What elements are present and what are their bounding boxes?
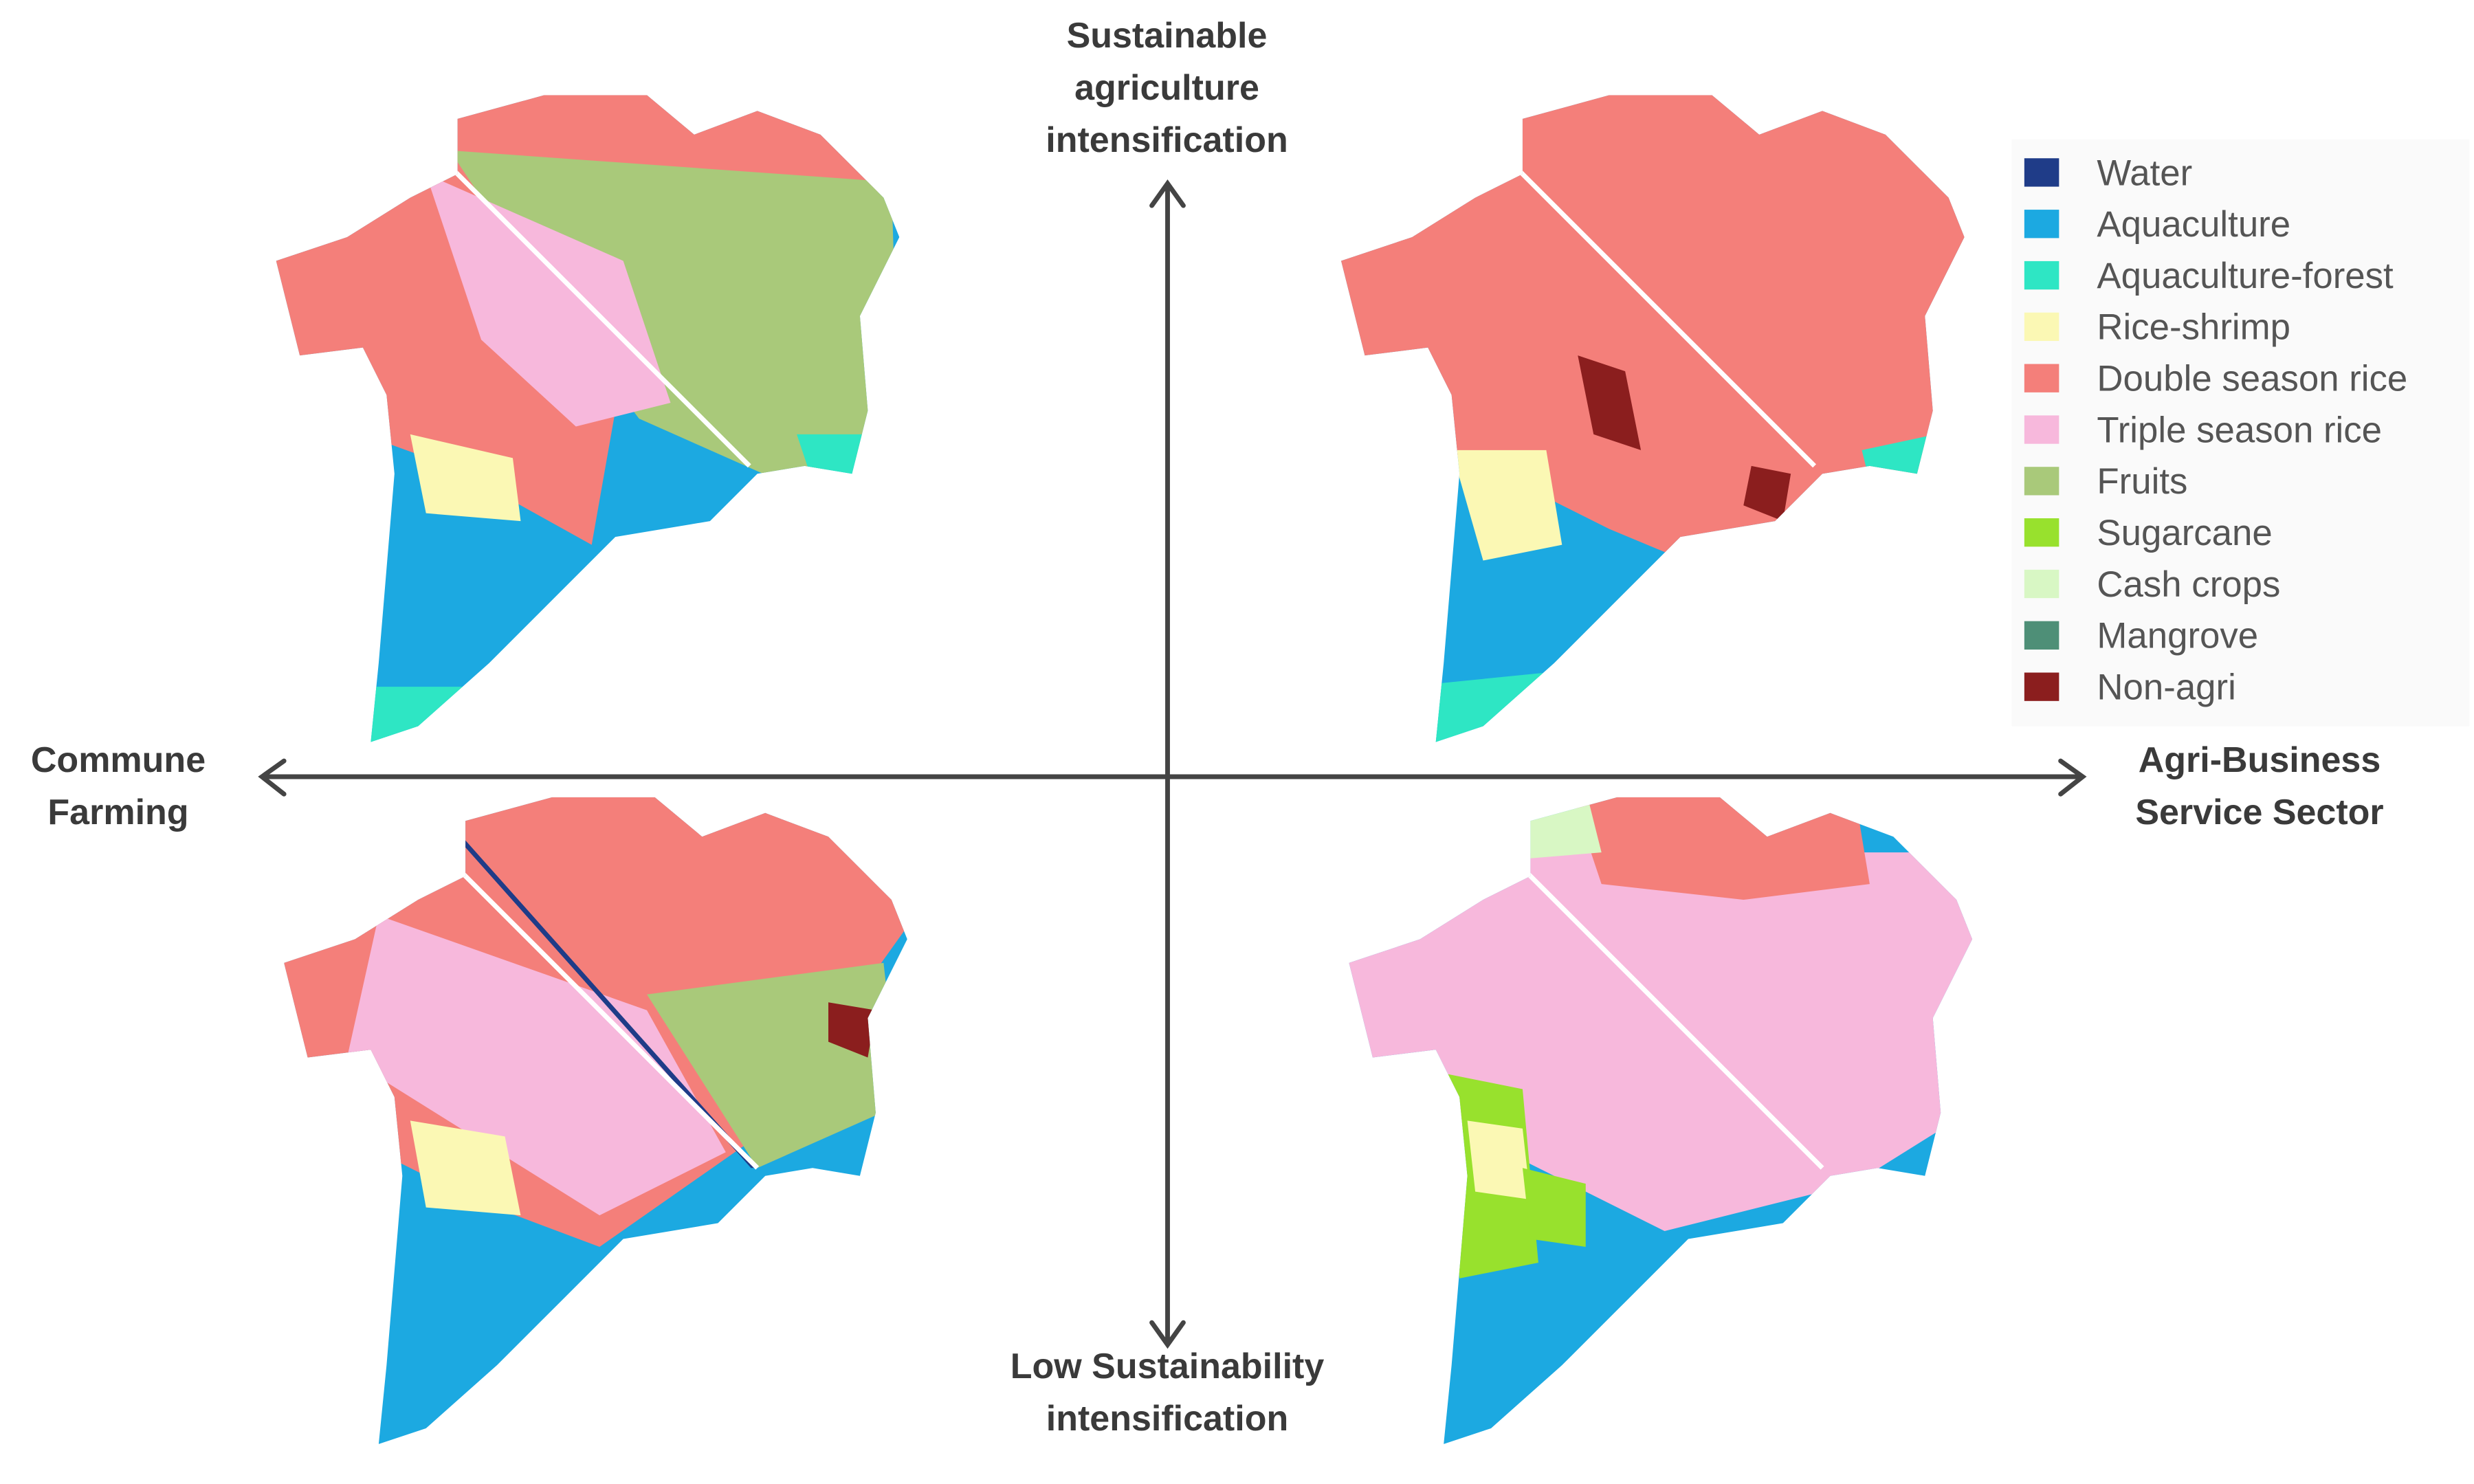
axes: [258, 179, 2087, 1349]
river: [448, 164, 751, 468]
legend-label: Mangrove: [2097, 616, 2258, 656]
land-use-region: [1340, 95, 1965, 569]
legend-swatch: [2024, 158, 2059, 187]
arrow-right: [2058, 758, 2087, 797]
axis-label-top: Sustainable agriculture intensification: [1046, 16, 1288, 160]
land-use-region: [426, 174, 671, 427]
land-use-region: [1522, 1168, 1586, 1247]
land-use-region: [1743, 465, 1791, 522]
delta-map: [284, 797, 907, 1444]
land-use-region: [339, 687, 482, 742]
axis-label-bottom: Low Sustainability intensification: [1010, 1347, 1325, 1439]
maps: [276, 95, 1973, 1444]
delta-map: [276, 95, 900, 742]
land-use-region: [1491, 797, 1602, 861]
legend-label: Water: [2097, 153, 2192, 193]
legend-swatch: [2024, 261, 2059, 290]
delta-map: [1349, 797, 1973, 1444]
arrow-down: [1149, 1320, 1186, 1349]
legend-box: [2011, 139, 2470, 727]
legend-swatch: [2024, 621, 2059, 650]
land-use-region: [797, 434, 900, 498]
map-regions: [284, 797, 907, 1444]
river: [1513, 164, 1817, 468]
map-regions: [1349, 797, 1973, 1444]
land-use-region: [450, 150, 900, 482]
river: [456, 866, 760, 1170]
legend-label: Rice-shrimp: [2097, 307, 2290, 348]
legend-label: Fruits: [2097, 461, 2187, 502]
delta-map: [1340, 95, 1965, 742]
map-regions: [1340, 95, 1965, 742]
legend-label: Triple season rice: [2097, 410, 2382, 450]
legend-swatch: [2024, 518, 2059, 547]
legend-label: Aquaculture-forest: [2097, 256, 2394, 296]
arrow-up: [1149, 179, 1186, 208]
land-use-region: [1578, 355, 1642, 450]
legend-swatch: [2024, 569, 2059, 599]
legend: Water Aquaculture Aquaculture-forest Rice-s…: [2024, 153, 2407, 708]
land-use-region: [346, 915, 726, 1216]
legend-label: Double season rice: [2097, 359, 2407, 399]
legend-swatch: [2024, 210, 2059, 239]
land-use-region: [1569, 797, 1870, 900]
legend-label: Non-agri: [2097, 667, 2235, 708]
axis-label-right: Agri-Business Service Sector: [2135, 740, 2384, 832]
land-use-region: [1467, 1120, 1531, 1200]
legend-swatch: [2024, 415, 2059, 444]
map-regions: [276, 95, 900, 742]
legend-label: Cash crops: [2097, 564, 2280, 605]
arrow-left: [258, 758, 287, 797]
legend-swatch: [2024, 467, 2059, 496]
land-use-region: [410, 1120, 521, 1216]
legend-swatch: [2024, 672, 2059, 701]
legend-swatch: [2024, 364, 2059, 392]
river: [1521, 866, 1824, 1170]
land-use-region: [828, 1002, 876, 1058]
land-use-region: [441, 821, 758, 1169]
axis-label-left: Commune Farming: [30, 740, 206, 832]
legend-swatch: [2024, 312, 2059, 342]
land-use-region: [410, 434, 521, 522]
legend-label: Sugarcane: [2097, 513, 2272, 553]
legend-label: Aquaculture: [2097, 204, 2290, 245]
land-use-region: [1349, 852, 1973, 1232]
land-use-region: [1388, 671, 1594, 742]
land-use-region: [1451, 450, 1562, 561]
